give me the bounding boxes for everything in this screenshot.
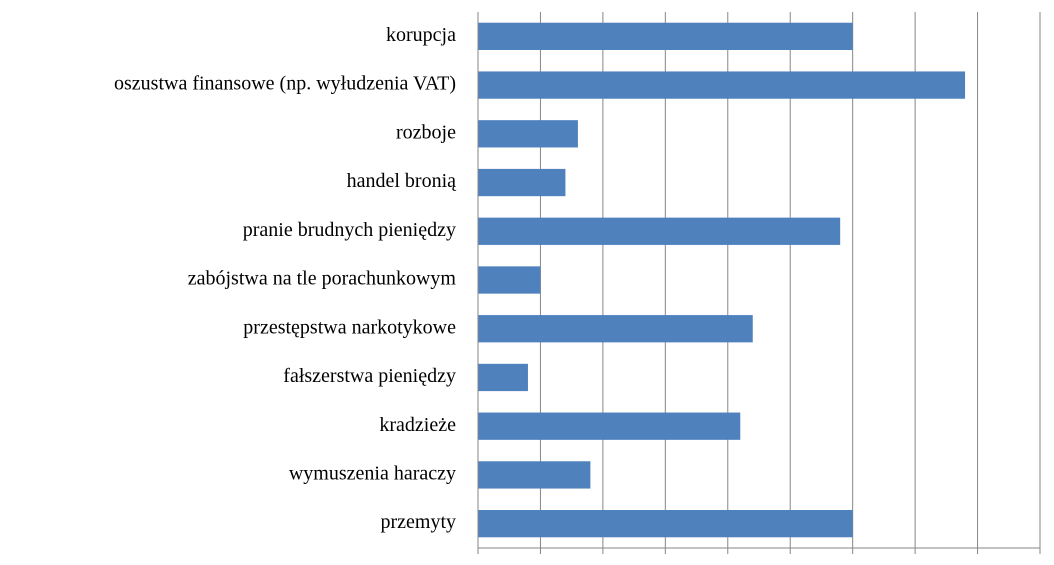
bar <box>478 22 853 51</box>
y-tick-label: rozboje <box>396 121 456 143</box>
y-tick-label: fałszerstwa pieniędzy <box>283 365 456 387</box>
y-tick-label: zabójstwa na tle porachunkowym <box>188 268 457 290</box>
y-tick-label: przestępstwa narkotykowe <box>243 316 456 338</box>
bar <box>478 363 528 392</box>
y-tick-label: pranie brudnych pieniędzy <box>243 219 456 241</box>
y-tick-label: przemyty <box>380 511 456 533</box>
bar <box>478 461 591 489</box>
bar <box>478 315 753 343</box>
bar <box>478 412 741 440</box>
bar <box>478 217 841 245</box>
bar <box>478 509 853 538</box>
y-tick-label: oszustwa finansowe (np. wyłudzenia VAT) <box>114 73 456 95</box>
y-tick-label: wymuszenia haraczy <box>289 463 456 485</box>
bar <box>478 168 566 197</box>
bar <box>478 71 966 99</box>
y-tick-label: korupcja <box>386 24 456 46</box>
bar <box>478 120 578 148</box>
bar <box>478 266 541 294</box>
y-tick-label: kradzieże <box>379 414 456 436</box>
y-tick-label: handel bronią <box>347 170 458 192</box>
